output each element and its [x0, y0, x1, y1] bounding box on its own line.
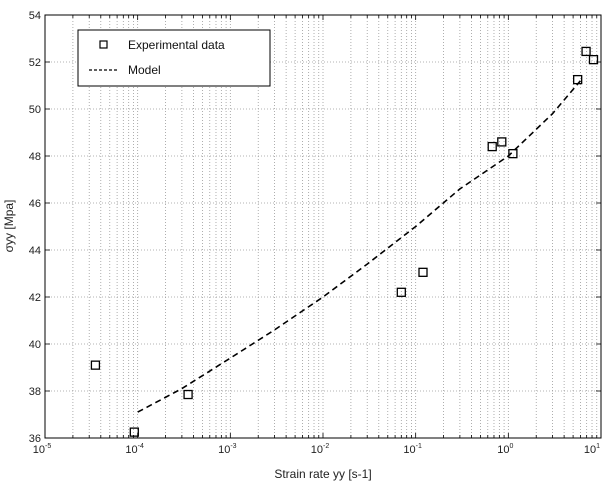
data-point-marker	[508, 148, 518, 159]
x-tick-label: 10-2	[311, 443, 330, 456]
y-tick-label: 42	[29, 292, 41, 304]
y-tick-labels: 36 38 40 42 44 46 48 50 52 54	[29, 10, 41, 445]
x-tick-label: 10-3	[218, 443, 237, 456]
y-tick-label: 50	[29, 104, 41, 116]
legend: Experimental data Model	[77, 29, 271, 87]
x-axis-label: Strain rate yy [s-1]	[274, 467, 371, 481]
x-tick-label: 10-4	[125, 443, 144, 456]
y-tick-label: 40	[29, 339, 41, 351]
y-tick-label: 52	[29, 57, 41, 69]
series-markers	[90, 46, 599, 437]
data-point-marker	[418, 267, 428, 277]
legend-marker-experimental	[99, 40, 108, 49]
data-point-marker	[581, 46, 591, 57]
y-axis-label: σyy [Mpa]	[2, 200, 16, 253]
data-point-marker	[487, 141, 497, 152]
data-point-marker	[588, 55, 599, 65]
data-point-marker	[497, 137, 507, 147]
data-point-marker	[573, 74, 583, 85]
x-tick-label: 10-5	[33, 443, 52, 456]
x-tick-label: 101	[584, 443, 600, 456]
data-point-marker	[183, 389, 193, 400]
plot-frame	[44, 14, 602, 439]
y-tick-label: 44	[29, 245, 41, 257]
x-tick-label: 10-1	[403, 443, 422, 456]
y-tick-label: 38	[29, 386, 41, 398]
model-curve	[137, 80, 582, 413]
data-point-marker	[129, 427, 139, 437]
x-tick-label: 100	[497, 443, 513, 456]
y-tick-label: 54	[29, 10, 41, 22]
data-point-marker	[90, 360, 101, 370]
legend-box	[77, 29, 271, 87]
legend-label-experimental: Experimental data	[128, 38, 225, 52]
legend-label-model: Model	[128, 63, 161, 77]
y-tick-label: 36	[29, 433, 41, 445]
y-tick-label: 48	[29, 151, 41, 163]
y-tick-label: 46	[29, 198, 41, 210]
series-lines	[137, 80, 582, 413]
x-tick-labels: 10-5 10-4 10-3 10-2 10-1 100 101	[33, 443, 600, 456]
data-point-marker	[396, 287, 406, 297]
